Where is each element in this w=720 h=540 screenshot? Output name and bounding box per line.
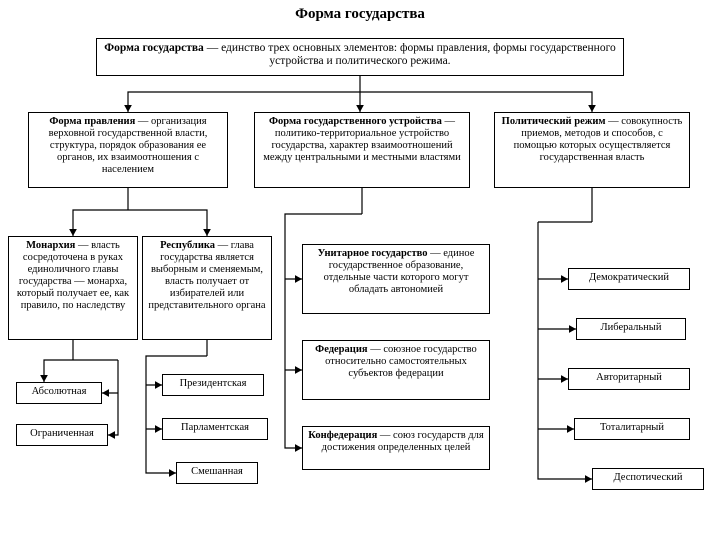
- node-president: Президентская: [162, 374, 264, 396]
- node-def: Форма государства — единство трех основн…: [96, 38, 624, 76]
- node-total: Тоталитарный: [574, 418, 690, 440]
- node-republic: Республика — глава государства является …: [142, 236, 272, 340]
- node-mixed: Смешанная: [176, 462, 258, 484]
- node-democratic: Демократический: [568, 268, 690, 290]
- node-parliament: Парламентская: [162, 418, 268, 440]
- diagram-canvas: Форма государства Форма государства — ед…: [0, 0, 720, 540]
- node-authorit: Авторитарный: [568, 368, 690, 390]
- diagram-title: Форма государства: [0, 6, 720, 23]
- node-gov_form: Форма правления — организация верховной …: [28, 112, 228, 188]
- node-limited: Ограниченная: [16, 424, 108, 446]
- node-unitary: Унитарное государство — единое государст…: [302, 244, 490, 314]
- node-absolute: Абсолютная: [16, 382, 102, 404]
- node-structure: Форма государственного устройства — поли…: [254, 112, 470, 188]
- node-confed: Конфедерация — союз государств для дости…: [302, 426, 490, 470]
- node-monarchy: Монархия — власть сосредоточена в руках …: [8, 236, 138, 340]
- node-despotic: Деспотический: [592, 468, 704, 490]
- node-regime: Политический режим — совокупность приемо…: [494, 112, 690, 188]
- node-federation: Федерация — союзное государство относите…: [302, 340, 490, 400]
- node-liberal: Либеральный: [576, 318, 686, 340]
